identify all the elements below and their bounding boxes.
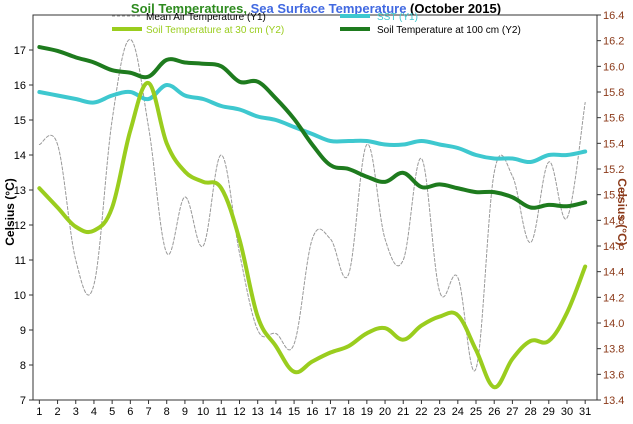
x-tick-label: 22 — [415, 406, 427, 418]
x-tick-label: 16 — [306, 406, 318, 418]
x-tick-label: 10 — [197, 406, 209, 418]
y-tick-label: 13 — [14, 185, 26, 197]
y2-tick-label: 15.8 — [603, 87, 624, 99]
y-tick-label: 15 — [14, 115, 26, 127]
plot-frame — [32, 14, 598, 401]
y-tick-label: 16 — [14, 80, 26, 92]
series-layer — [37, 39, 588, 390]
x-tick-label: 6 — [127, 406, 133, 418]
x-tick-label: 20 — [379, 406, 391, 418]
x-tick-label: 25 — [470, 406, 482, 418]
x-tick-label: 5 — [109, 406, 115, 418]
y-tick-label: 10 — [14, 290, 26, 302]
x-tick-label: 1 — [36, 406, 42, 418]
y2-tick-label: 14.4 — [603, 267, 624, 279]
y2-tick-label: 16.0 — [603, 61, 624, 73]
legend-label: Soil Temperature at 100 cm (Y2) — [377, 25, 521, 36]
x-tick-label: 26 — [488, 406, 500, 418]
y-tick-label: 8 — [20, 360, 26, 372]
y-axis-left-label: Celsius (°C) — [3, 178, 17, 245]
x-tick-label: 31 — [579, 406, 591, 418]
y-tick-label: 11 — [15, 255, 26, 267]
x-tick-label: 17 — [324, 406, 336, 418]
y2-tick-label: 14.8 — [603, 215, 624, 227]
x-tick-label: 8 — [164, 406, 170, 418]
y-axis-right-ticks: 13.4 13.6 13.8 14.0 14.2 14.4 14.6 14.8 15.0 15.2… — [597, 10, 624, 407]
x-tick-label: 7 — [145, 406, 151, 418]
series-soil-100cm — [37, 45, 588, 210]
y2-tick-label: 13.6 — [603, 369, 624, 381]
x-tick-label: 24 — [452, 406, 464, 418]
x-axis-ticks: 1 2 3 4 5 6 7 8 9 10 11 12 13 14 15 16 17 18 19 20 21 22 23 24 2… — [36, 400, 591, 418]
y2-tick-label: 15.4 — [603, 138, 624, 150]
y-tick-label: 7 — [20, 395, 26, 407]
x-tick-label: 29 — [543, 406, 555, 418]
legend: Mean Air Temperature (Y1) SST (Y1) Soil Te… — [112, 12, 521, 36]
x-tick-label: 30 — [561, 406, 573, 418]
y-axis-left-ticks: 7 8 9 10 11 12 13 14 15 16 17 — [14, 45, 33, 407]
y-tick-label: 14 — [14, 150, 26, 162]
y2-tick-label: 14.6 — [603, 241, 624, 253]
series-soil-30cm — [37, 81, 588, 390]
x-tick-label: 3 — [73, 406, 79, 418]
legend-label: Mean Air Temperature (Y1) — [146, 12, 266, 23]
legend-label: Soil Temperature at 30 cm (Y2) — [146, 25, 284, 36]
x-tick-label: 15 — [288, 406, 300, 418]
plot-border — [32, 14, 598, 401]
y-tick-label: 17 — [14, 45, 26, 57]
x-tick-label: 9 — [182, 406, 188, 418]
y2-tick-label: 15.0 — [603, 190, 624, 202]
x-tick-label: 21 — [397, 406, 409, 418]
chart-title-part3: (October 2015) — [406, 1, 501, 16]
x-tick-label: 14 — [270, 406, 282, 418]
x-tick-label: 23 — [434, 406, 446, 418]
chart-title: Soil Temperatures, Sea Surface Temperatu… — [131, 1, 501, 16]
chart-title-part1: Soil Temperatures, — [131, 1, 251, 16]
x-tick-label: 19 — [361, 406, 373, 418]
chart-title-part2: Sea Surface Temperature — [251, 1, 407, 16]
y2-tick-label: 13.4 — [603, 395, 624, 407]
y2-tick-label: 14.2 — [603, 292, 624, 304]
y-tick-label: 12 — [14, 220, 26, 232]
y-tick-label: 9 — [20, 325, 26, 337]
y2-tick-label: 16.2 — [603, 36, 624, 48]
x-tick-label: 12 — [233, 406, 245, 418]
y2-tick-label: 16.4 — [603, 10, 624, 22]
y2-tick-label: 15.2 — [603, 164, 624, 176]
x-tick-label: 11 — [216, 406, 227, 418]
x-tick-label: 2 — [54, 406, 60, 418]
x-tick-label: 4 — [91, 406, 97, 418]
x-tick-label: 27 — [506, 406, 518, 418]
y2-tick-label: 14.0 — [603, 318, 624, 330]
legend-label: SST (Y1) — [377, 12, 418, 23]
x-tick-label: 28 — [524, 406, 536, 418]
y-axis-right-label: Celsius (°C) — [615, 178, 629, 245]
x-tick-label: 18 — [343, 406, 355, 418]
series-sst — [37, 83, 588, 165]
y2-tick-label: 13.8 — [603, 344, 624, 356]
series-mean-air-temperature — [38, 39, 586, 372]
y2-tick-label: 15.6 — [603, 113, 624, 125]
x-tick-label: 13 — [252, 406, 264, 418]
